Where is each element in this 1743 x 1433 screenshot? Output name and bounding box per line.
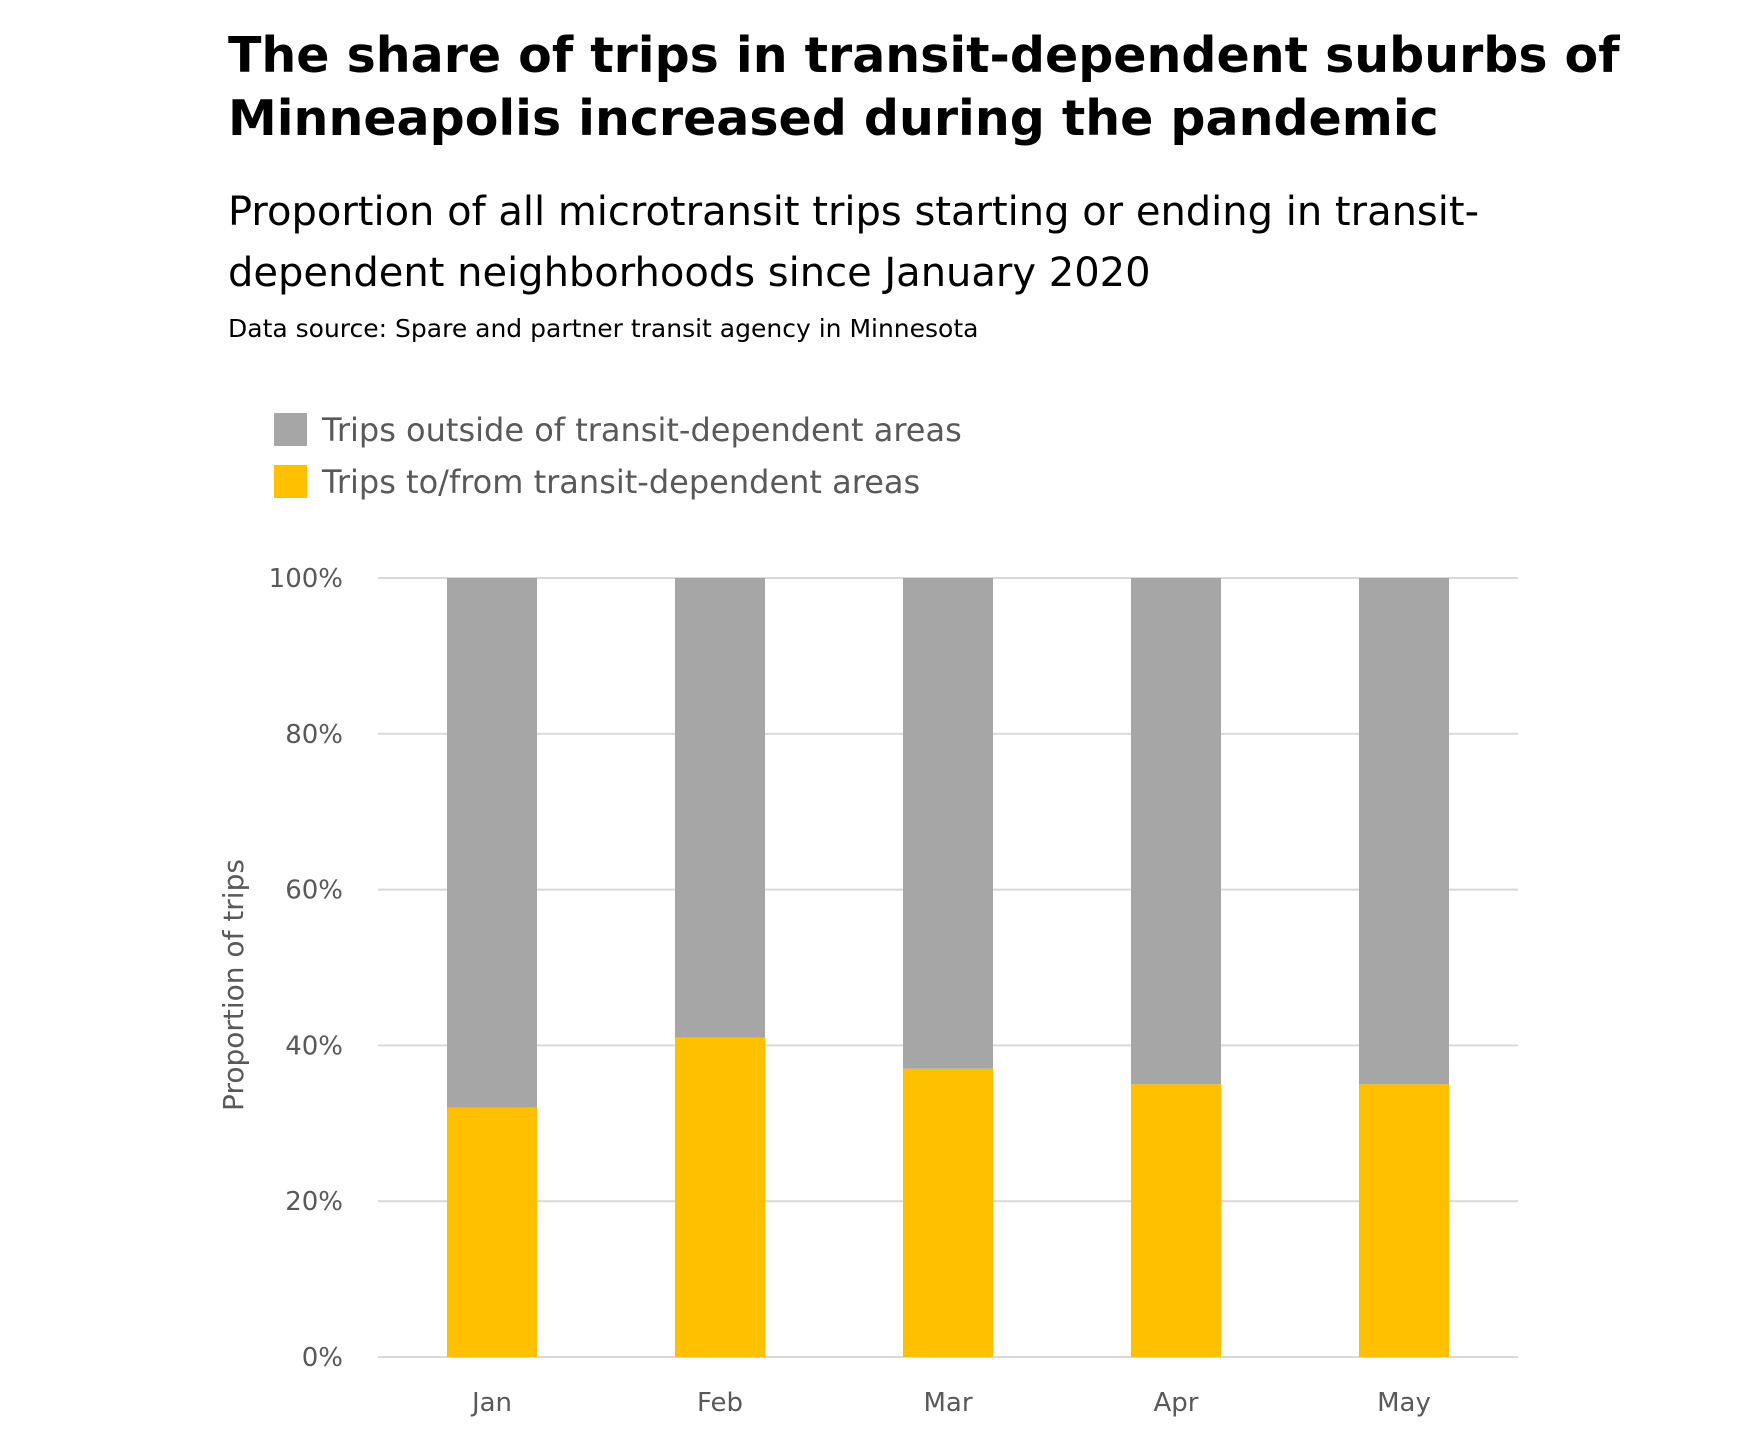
chart-title: The share of trips in transit-dependent … xyxy=(228,27,1620,147)
x-tick-label: Jan xyxy=(470,1388,512,1418)
y-tick-label: 40% xyxy=(285,1031,343,1061)
chart-subtitle: Proportion of all microtransit trips sta… xyxy=(228,189,1479,296)
x-tick-label: Apr xyxy=(1154,1388,1199,1418)
bar-jan-series-1 xyxy=(447,578,537,1108)
x-tick-label: Feb xyxy=(697,1388,743,1418)
legend: Trips outside of transit-dependent areas… xyxy=(274,411,962,501)
y-tick-label: 60% xyxy=(285,876,343,906)
y-tick-label: 20% xyxy=(285,1187,343,1217)
bar-may-series-0 xyxy=(1359,1084,1449,1357)
y-tick-label: 100% xyxy=(269,564,343,594)
bar-may-series-1 xyxy=(1359,578,1449,1085)
legend-label: Trips to/from transit-dependent areas xyxy=(321,463,920,501)
y-tick-label: 80% xyxy=(285,720,343,750)
bar-mar-series-0 xyxy=(903,1068,993,1357)
x-tick-label: Mar xyxy=(923,1388,972,1418)
bar-apr-series-0 xyxy=(1131,1084,1221,1357)
bar-apr-series-1 xyxy=(1131,578,1221,1085)
legend-swatch xyxy=(274,413,307,446)
bar-mar-series-1 xyxy=(903,578,993,1069)
x-axis-ticks: Jan Feb Mar Apr May xyxy=(470,1388,1431,1418)
x-tick-label: May xyxy=(1377,1388,1431,1418)
y-axis-title: Proportion of trips xyxy=(217,859,250,1111)
legend-swatch xyxy=(274,465,307,498)
data-source: Data source: Spare and partner transit a… xyxy=(228,314,979,343)
y-tick-label: 0% xyxy=(302,1343,343,1373)
bar-jan-series-0 xyxy=(447,1107,537,1357)
bar-feb-series-1 xyxy=(675,578,765,1038)
y-axis-ticks: 0% 20% 40% 60% 80% 100% xyxy=(269,564,343,1373)
bar-feb-series-0 xyxy=(675,1037,765,1357)
bars xyxy=(447,578,1449,1357)
legend-label: Trips outside of transit-dependent areas xyxy=(321,411,962,449)
